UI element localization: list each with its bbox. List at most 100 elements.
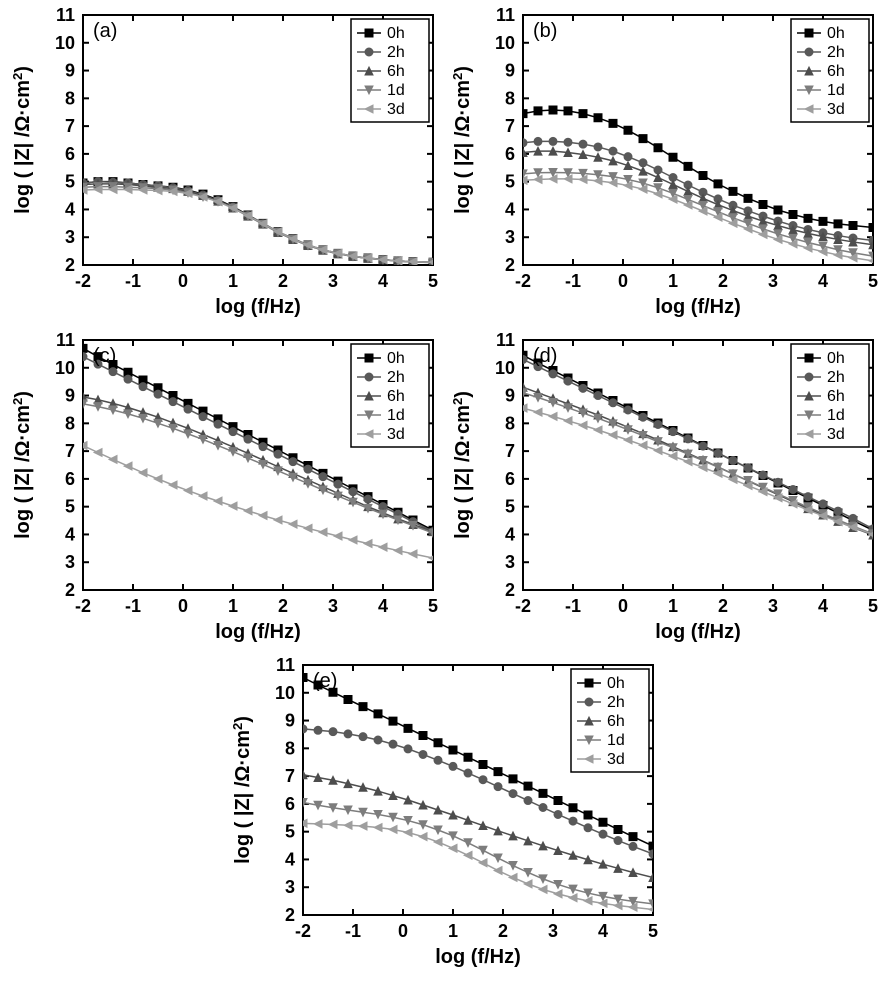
svg-text:3: 3 xyxy=(548,921,558,941)
svg-text:0: 0 xyxy=(178,596,188,616)
svg-text:5: 5 xyxy=(428,271,438,291)
svg-text:4: 4 xyxy=(378,271,388,291)
legend-label: 6h xyxy=(387,388,405,405)
svg-text:5: 5 xyxy=(505,172,515,192)
svg-text:4: 4 xyxy=(378,596,388,616)
y-axis-label: log ( |Z| /Ω·cm2) xyxy=(10,391,35,539)
svg-text:5: 5 xyxy=(65,497,75,517)
legend: 0h2h6h1d3d xyxy=(791,19,869,122)
legend-label: 1d xyxy=(387,82,405,99)
svg-text:7: 7 xyxy=(285,766,295,786)
svg-text:7: 7 xyxy=(505,441,515,461)
svg-text:9: 9 xyxy=(65,61,75,81)
svg-text:0: 0 xyxy=(618,271,628,291)
legend-label: 3d xyxy=(607,751,625,768)
svg-text:3: 3 xyxy=(65,552,75,572)
svg-text:4: 4 xyxy=(818,271,828,291)
svg-text:6: 6 xyxy=(65,469,75,489)
svg-text:-1: -1 xyxy=(345,921,361,941)
svg-text:9: 9 xyxy=(285,711,295,731)
svg-text:-2: -2 xyxy=(75,596,91,616)
svg-text:10: 10 xyxy=(55,33,75,53)
svg-text:11: 11 xyxy=(496,5,515,25)
y-axis-label: log ( |Z| /Ω·cm2) xyxy=(450,66,475,214)
y-axis-label: log ( |Z| /Ω·cm2) xyxy=(450,391,475,539)
legend-label: 3d xyxy=(827,101,845,118)
svg-text:4: 4 xyxy=(65,524,75,544)
panel-label: (b) xyxy=(533,20,557,42)
svg-text:10: 10 xyxy=(55,358,75,378)
legend-label: 3d xyxy=(827,426,845,443)
legend: 0h2h6h1d3d xyxy=(351,19,429,122)
svg-text:-1: -1 xyxy=(125,596,141,616)
svg-text:-2: -2 xyxy=(295,921,311,941)
svg-text:5: 5 xyxy=(285,822,295,842)
svg-text:2: 2 xyxy=(718,271,728,291)
svg-text:0: 0 xyxy=(618,596,628,616)
svg-text:3: 3 xyxy=(328,596,338,616)
panel-label: (a) xyxy=(93,20,117,42)
svg-text:5: 5 xyxy=(868,596,878,616)
legend-label: 2h xyxy=(387,369,405,386)
svg-text:8: 8 xyxy=(285,738,295,758)
panel-a: -2-1012345234567891011log (f/Hz)log ( |Z… xyxy=(5,5,445,320)
legend-label: 3d xyxy=(387,426,405,443)
svg-text:1: 1 xyxy=(668,271,678,291)
panel-d: -2-1012345234567891011log (f/Hz)log ( |Z… xyxy=(445,330,885,645)
panel-label: (e) xyxy=(313,670,337,692)
svg-text:-1: -1 xyxy=(125,271,141,291)
svg-text:2: 2 xyxy=(65,255,75,275)
svg-text:10: 10 xyxy=(495,358,515,378)
y-axis-label: log ( |Z| /Ω·cm2) xyxy=(10,66,35,214)
svg-text:0: 0 xyxy=(178,271,188,291)
svg-text:6: 6 xyxy=(505,469,515,489)
svg-text:2: 2 xyxy=(278,271,288,291)
legend-label: 6h xyxy=(827,63,845,80)
svg-text:10: 10 xyxy=(275,683,295,703)
legend-label: 0h xyxy=(827,350,845,367)
legend-label: 6h xyxy=(827,388,845,405)
svg-text:1: 1 xyxy=(228,271,238,291)
legend-label: 1d xyxy=(827,407,845,424)
svg-text:2: 2 xyxy=(505,255,515,275)
svg-text:1: 1 xyxy=(228,596,238,616)
legend-label: 2h xyxy=(827,369,845,386)
legend-label: 2h xyxy=(827,44,845,61)
legend-label: 2h xyxy=(387,44,405,61)
svg-text:8: 8 xyxy=(65,88,75,108)
panel-label: (c) xyxy=(93,345,116,367)
svg-text:2: 2 xyxy=(278,596,288,616)
svg-text:3: 3 xyxy=(328,271,338,291)
y-axis-label: log ( |Z| /Ω·cm2) xyxy=(230,716,255,864)
panel-e: -2-1012345234567891011log (f/Hz)log ( |Z… xyxy=(225,655,665,970)
svg-text:11: 11 xyxy=(276,655,295,675)
legend-label: 0h xyxy=(827,25,845,42)
legend-label: 1d xyxy=(387,407,405,424)
svg-text:2: 2 xyxy=(718,596,728,616)
svg-text:4: 4 xyxy=(65,199,75,219)
x-axis-label: log (f/Hz) xyxy=(215,621,301,643)
svg-text:4: 4 xyxy=(598,921,608,941)
svg-text:2: 2 xyxy=(505,580,515,600)
svg-text:3: 3 xyxy=(768,271,778,291)
x-axis-label: log (f/Hz) xyxy=(655,621,741,643)
legend-label: 6h xyxy=(387,63,405,80)
x-axis-label: log (f/Hz) xyxy=(215,296,301,318)
legend: 0h2h6h1d3d xyxy=(571,669,649,772)
svg-text:11: 11 xyxy=(496,330,515,350)
svg-text:7: 7 xyxy=(505,116,515,136)
legend-label: 6h xyxy=(607,713,625,730)
svg-text:2: 2 xyxy=(498,921,508,941)
svg-text:-2: -2 xyxy=(75,271,91,291)
x-axis-label: log (f/Hz) xyxy=(655,296,741,318)
svg-text:1: 1 xyxy=(448,921,458,941)
x-axis-label: log (f/Hz) xyxy=(435,946,521,968)
svg-text:6: 6 xyxy=(505,144,515,164)
legend-label: 3d xyxy=(387,101,405,118)
svg-text:3: 3 xyxy=(65,227,75,247)
svg-text:2: 2 xyxy=(65,580,75,600)
legend-label: 0h xyxy=(607,675,625,692)
svg-text:3: 3 xyxy=(505,227,515,247)
bode-figure-grid: -2-1012345234567891011log (f/Hz)log ( |Z… xyxy=(0,0,890,1000)
panel-b: -2-1012345234567891011log (f/Hz)log ( |Z… xyxy=(445,5,885,320)
